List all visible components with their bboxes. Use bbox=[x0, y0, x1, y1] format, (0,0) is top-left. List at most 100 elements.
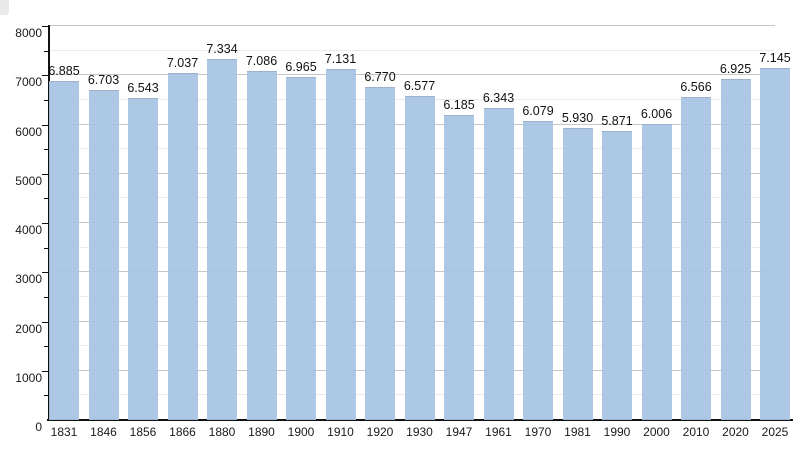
x-axis-label-1900: 1900 bbox=[287, 425, 315, 439]
bar-rect-1947 bbox=[444, 115, 474, 420]
major-gridline-8000 bbox=[49, 25, 775, 26]
bar-2025: 7.145 bbox=[759, 51, 791, 420]
bar-1856: 6.543 bbox=[127, 81, 159, 420]
bar-1880: 7.334 bbox=[206, 42, 238, 420]
bar-1981: 5.930 bbox=[562, 111, 593, 420]
bar-1947: 6.185 bbox=[443, 98, 475, 420]
x-axis-label-1890: 1890 bbox=[248, 425, 275, 439]
y-axis-label-7000: 7000 bbox=[15, 75, 42, 90]
y-tick-8000 bbox=[42, 26, 48, 27]
bar-1910: 7.131 bbox=[325, 52, 356, 420]
bar-value-label-1961: 6.343 bbox=[482, 90, 515, 105]
x-axis-label-1970: 1970 bbox=[524, 425, 552, 439]
bar-value-label-1866: 7.037 bbox=[166, 56, 199, 71]
bar-rect-1970 bbox=[523, 120, 553, 420]
bar-rect-1981 bbox=[562, 127, 593, 420]
minor-gridline-7500 bbox=[49, 49, 775, 51]
x-axis-label-1920: 1920 bbox=[366, 425, 394, 439]
bar-1831: 6.885 bbox=[48, 64, 80, 420]
bar-1890: 7.086 bbox=[246, 54, 277, 420]
bar-1900: 6.965 bbox=[285, 60, 317, 420]
y-axis-label-2000: 2000 bbox=[15, 321, 42, 336]
x-axis-line bbox=[47, 419, 793, 421]
bar-value-label-1970: 6.079 bbox=[522, 103, 554, 118]
y-axis-label-1000: 1000 bbox=[15, 370, 42, 385]
bar-rect-2025 bbox=[760, 68, 790, 420]
y-axis-label-5000: 5000 bbox=[15, 173, 42, 188]
bar-value-label-1947: 6.185 bbox=[443, 98, 475, 113]
bar-1920: 6.770 bbox=[364, 70, 396, 420]
x-axis-label-1947: 1947 bbox=[445, 425, 473, 439]
y-tick-5500 bbox=[44, 149, 48, 151]
bar-rect-1920 bbox=[365, 86, 395, 420]
y-tick-3000 bbox=[42, 272, 48, 274]
x-axis-label-1910: 1910 bbox=[327, 425, 354, 439]
x-axis-label-1856: 1856 bbox=[129, 425, 157, 439]
bar-value-label-1846: 6.703 bbox=[87, 72, 120, 87]
bar-value-label-1890: 7.086 bbox=[245, 54, 278, 69]
x-axis-label-2025: 2025 bbox=[761, 425, 789, 439]
y-tick-2500 bbox=[44, 296, 48, 298]
screen-corner-artifact bbox=[0, 0, 9, 15]
y-tick-2000 bbox=[42, 321, 48, 323]
bar-value-label-1831: 6.885 bbox=[48, 63, 80, 78]
x-axis-label-1981: 1981 bbox=[564, 425, 591, 439]
bar-rect-1880 bbox=[207, 58, 237, 420]
bar-rect-1866 bbox=[167, 73, 198, 420]
x-axis-label-2010: 2010 bbox=[682, 425, 710, 439]
y-axis-label-8000: 8000 bbox=[15, 26, 42, 40]
y-axis-label-4000: 4000 bbox=[15, 223, 42, 237]
y-axis-label-6000: 6000 bbox=[15, 124, 42, 139]
bar-rect-2020 bbox=[720, 78, 751, 420]
x-axis-label-2000: 2000 bbox=[643, 425, 670, 439]
y-tick-7000 bbox=[42, 75, 48, 77]
bar-rect-1890 bbox=[246, 71, 277, 420]
y-tick-1000 bbox=[42, 370, 48, 372]
bar-1961: 6.343 bbox=[483, 91, 514, 420]
bar-2010: 6.566 bbox=[680, 80, 712, 420]
x-axis-labels: 1831 1846 1856 1866 1880 1890 1900 1910 1920 1930… bbox=[49, 425, 790, 439]
y-tick-5000 bbox=[42, 173, 48, 175]
y-tick-4500 bbox=[44, 198, 48, 200]
bar-value-label-1910: 7.131 bbox=[324, 51, 357, 66]
bars-group: 6.885 6.703 6.543 7.037 7.334 7.086 6.965 7.131… bbox=[48, 26, 791, 420]
y-tick-3500 bbox=[44, 247, 48, 249]
bar-rect-1900 bbox=[286, 76, 316, 420]
bar-value-label-1856: 6.543 bbox=[127, 80, 159, 95]
bar-value-label-1900: 6.965 bbox=[285, 59, 317, 74]
bar-value-label-2010: 6.566 bbox=[680, 79, 712, 94]
x-axis-label-1866: 1866 bbox=[169, 425, 196, 439]
bar-rect-1856 bbox=[128, 97, 158, 420]
x-axis-label-1846: 1846 bbox=[90, 425, 117, 439]
bar-2000: 6.006 bbox=[641, 107, 672, 420]
bar-rect-1846 bbox=[88, 89, 119, 420]
x-axis-label-1990: 1990 bbox=[603, 425, 631, 439]
bar-rect-1930 bbox=[404, 96, 435, 420]
y-tick-500 bbox=[44, 395, 48, 397]
bar-value-label-2000: 6.006 bbox=[640, 107, 673, 122]
bar-1930: 6.577 bbox=[404, 79, 435, 420]
bar-rect-1961 bbox=[483, 107, 514, 420]
bar-value-label-1990: 5.871 bbox=[601, 113, 633, 128]
bar-1846: 6.703 bbox=[88, 73, 119, 420]
bar-rect-2010 bbox=[681, 96, 711, 420]
bar-value-label-1880: 7.334 bbox=[206, 41, 238, 56]
bar-value-label-2025: 7.145 bbox=[759, 51, 791, 66]
y-tick-6500 bbox=[44, 99, 48, 101]
y-axis-label-0: 0 bbox=[35, 420, 42, 434]
bar-value-label-1981: 5.930 bbox=[561, 110, 594, 125]
x-axis-label-2020: 2020 bbox=[722, 425, 749, 439]
bar-rect-2000 bbox=[641, 124, 672, 420]
x-axis-label-1831: 1831 bbox=[50, 425, 78, 439]
y-tick-1500 bbox=[44, 346, 48, 348]
bar-1866: 7.037 bbox=[167, 56, 198, 420]
bar-rect-1910 bbox=[325, 68, 356, 420]
x-axis-label-1930: 1930 bbox=[406, 425, 433, 439]
bar-value-label-2020: 6.925 bbox=[719, 61, 752, 76]
bar-value-label-1930: 6.577 bbox=[403, 79, 436, 94]
bar-1970: 6.079 bbox=[522, 104, 554, 420]
bar-value-label-1920: 6.770 bbox=[364, 69, 396, 84]
bar-rect-1831 bbox=[49, 80, 79, 420]
major-gridline-7000 bbox=[49, 74, 775, 76]
